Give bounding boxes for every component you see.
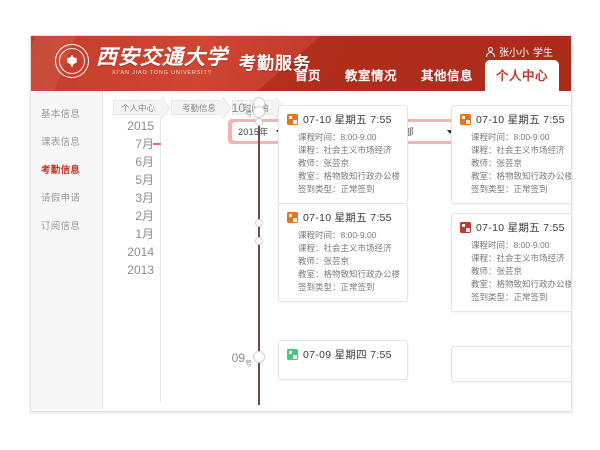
month-rail-item[interactable]: 5月 — [135, 173, 154, 187]
sidebar-item-subscription-info[interactable]: 订阅信息 — [41, 221, 81, 232]
attendance-card-line: 教师：张芸京 — [471, 266, 523, 276]
attendance-card-line: 签到类型：正常签到 — [471, 184, 548, 194]
attendance-card-header: 07-10 星期五 7:55 — [287, 210, 399, 225]
attendance-card-line: 课程时间：8:00-9:00 — [471, 240, 550, 250]
sidebar-item-attendance-info[interactable]: 考勤信息 — [41, 165, 81, 176]
attendance-card-line: 教师：张芸京 — [471, 158, 523, 168]
sidebar-item-basic-info[interactable]: 基本信息 — [41, 109, 81, 120]
attendance-status-icon — [287, 349, 298, 360]
attendance-card-line: 教室：格物致知行政办公楼 — [298, 269, 401, 279]
attendance-status-icon — [287, 114, 298, 125]
timeline-node[interactable] — [255, 237, 263, 245]
timeline-day-label: 09号 — [231, 351, 252, 368]
seal-core-icon — [67, 54, 77, 68]
brand-logo[interactable]: 西安交通大学 XI'AN JIAO TONG UNIVERSITY 考勤服务 — [55, 44, 311, 78]
chevron-down-icon — [447, 129, 454, 134]
service-title: 考勤服务 — [239, 53, 311, 73]
month-rail-item[interactable]: 1月 — [135, 227, 154, 241]
attendance-card-line: 教师：张芸京 — [298, 158, 350, 168]
attendance-card-header: 07-09 星期四 7:55 — [287, 347, 399, 362]
user-name: 张小小 — [499, 48, 529, 59]
month-rail-item[interactable]: 2013 — [127, 263, 154, 277]
breadcrumb-item-personal-center[interactable]: 个人中心 — [113, 99, 165, 115]
attendance-status-icon — [460, 222, 471, 233]
attendance-card[interactable]: 07-09 星期四 7:55 — [278, 340, 408, 380]
attendance-status-icon — [287, 212, 298, 223]
app-body: 基本信息 课表信息 考勤信息 请假申请 订阅信息 个人中心 考勤信息 时间轴 2… — [31, 91, 571, 410]
month-rail-item[interactable]: 7月 — [111, 135, 161, 153]
attendance-card-line: 课程时间：8:00-9:00 — [298, 230, 377, 240]
timeline-axis — [258, 115, 260, 405]
attendance-card-line: 签到类型：正常签到 — [298, 184, 375, 194]
sidebar: 基本信息 课表信息 考勤信息 请假申请 订阅信息 — [31, 91, 103, 410]
month-rail-item[interactable]: 2月 — [135, 209, 154, 223]
timeline-day-label: 10号 — [231, 101, 252, 118]
year-select-value: 2015年 — [238, 127, 269, 137]
university-seal-icon — [55, 44, 89, 78]
main-nav: 首页 教室情况 其他信息 个人中心 — [283, 60, 559, 91]
site-header: 西安交通大学 XI'AN JIAO TONG UNIVERSITY 考勤服务 张… — [31, 36, 571, 91]
user-info[interactable]: 张小小 学生 — [486, 44, 553, 59]
attendance-card-line: 课程：社会主义市场经济 — [471, 145, 565, 155]
attendance-card-header: 07-10 星期五 7:55 — [460, 112, 571, 127]
timeline-node[interactable] — [253, 106, 265, 118]
attendance-card-title: 07-10 星期五 7:55 — [476, 222, 565, 234]
breadcrumb-item-attendance-info[interactable]: 考勤信息 — [171, 99, 226, 115]
nav-item-personal-center[interactable]: 个人中心 — [484, 60, 559, 91]
attendance-card-line: 教师：张芸京 — [298, 256, 350, 266]
attendance-card-title: 07-10 星期五 7:55 — [303, 114, 392, 126]
timeline-node[interactable] — [253, 351, 265, 363]
attendance-card-header: 07-10 星期五 7:55 — [460, 220, 571, 235]
attendance-card-partial[interactable] — [451, 346, 571, 382]
nav-item-classroom[interactable]: 教室情况 — [344, 69, 397, 83]
user-role: 学生 — [533, 48, 553, 59]
university-name-cn: 西安交通大学 — [96, 44, 228, 69]
nav-item-other-info[interactable]: 其他信息 — [420, 69, 473, 83]
university-name-en: XI'AN JIAO TONG UNIVERSITY — [111, 69, 213, 76]
sidebar-item-schedule-info[interactable]: 课表信息 — [41, 137, 81, 148]
attendance-card-line: 签到类型：正常签到 — [471, 292, 548, 302]
attendance-card-line: 课程：社会主义市场经济 — [471, 253, 565, 263]
attendance-card-title: 07-10 星期五 7:55 — [303, 212, 392, 224]
attendance-card[interactable]: 07-10 星期五 7:55 课程时间：8:00-9:00 课程：社会主义市场经… — [278, 105, 408, 204]
timeline-day-label-group: 10号 — [208, 99, 252, 118]
app-window: 西安交通大学 XI'AN JIAO TONG UNIVERSITY 考勤服务 张… — [30, 35, 572, 412]
attendance-card-line: 教室：格物致知行政办公楼 — [471, 279, 572, 289]
attendance-card-line: 课程时间：8:00-9:00 — [471, 132, 550, 142]
attendance-card[interactable]: 07-10 星期五 7:55 课程时间：8:00-9:00 课程：社会主义市场经… — [278, 203, 408, 302]
attendance-card-line: 签到类型：正常签到 — [298, 282, 375, 292]
attendance-card-title: 07-10 星期五 7:55 — [476, 114, 565, 126]
attendance-status-icon — [460, 114, 471, 125]
content-area: 个人中心 考勤信息 时间轴 2015年 07月 10日 — [103, 91, 571, 410]
timeline-node[interactable] — [255, 219, 263, 227]
timeline-day-label-group: 09号 — [208, 349, 252, 368]
attendance-card-line: 课程时间：8:00-9:00 — [298, 132, 377, 142]
month-rail-item[interactable]: 2015 — [127, 119, 154, 133]
month-rail-item[interactable]: 3月 — [135, 191, 154, 205]
attendance-card[interactable]: 07-10 星期五 7:55 课程时间：8:00-9:00 课程：社会主义市场经… — [451, 105, 572, 204]
nav-item-home[interactable]: 首页 — [294, 69, 321, 83]
attendance-card-line: 课程：社会主义市场经济 — [298, 243, 392, 253]
month-rail: 2015 7月 6月 5月 3月 2月 1月 2014 2013 — [111, 117, 161, 403]
attendance-card-line: 课程：社会主义市场经济 — [298, 145, 392, 155]
attendance-card-line: 教室：格物致知行政办公楼 — [471, 171, 572, 181]
attendance-card[interactable]: 07-10 星期五 7:55 课程时间：8:00-9:00 课程：社会主义市场经… — [451, 213, 572, 312]
month-rail-item[interactable]: 6月 — [135, 155, 154, 169]
timeline-node[interactable] — [255, 118, 263, 126]
attendance-card-header: 07-10 星期五 7:55 — [287, 112, 399, 127]
attendance-card-title: 07-09 星期四 7:55 — [303, 349, 392, 361]
attendance-card-line: 教室：格物致知行政办公楼 — [298, 171, 401, 181]
person-icon — [486, 46, 495, 57]
month-rail-item[interactable]: 2014 — [127, 245, 154, 259]
sidebar-item-leave-request[interactable]: 请假申请 — [41, 193, 81, 204]
